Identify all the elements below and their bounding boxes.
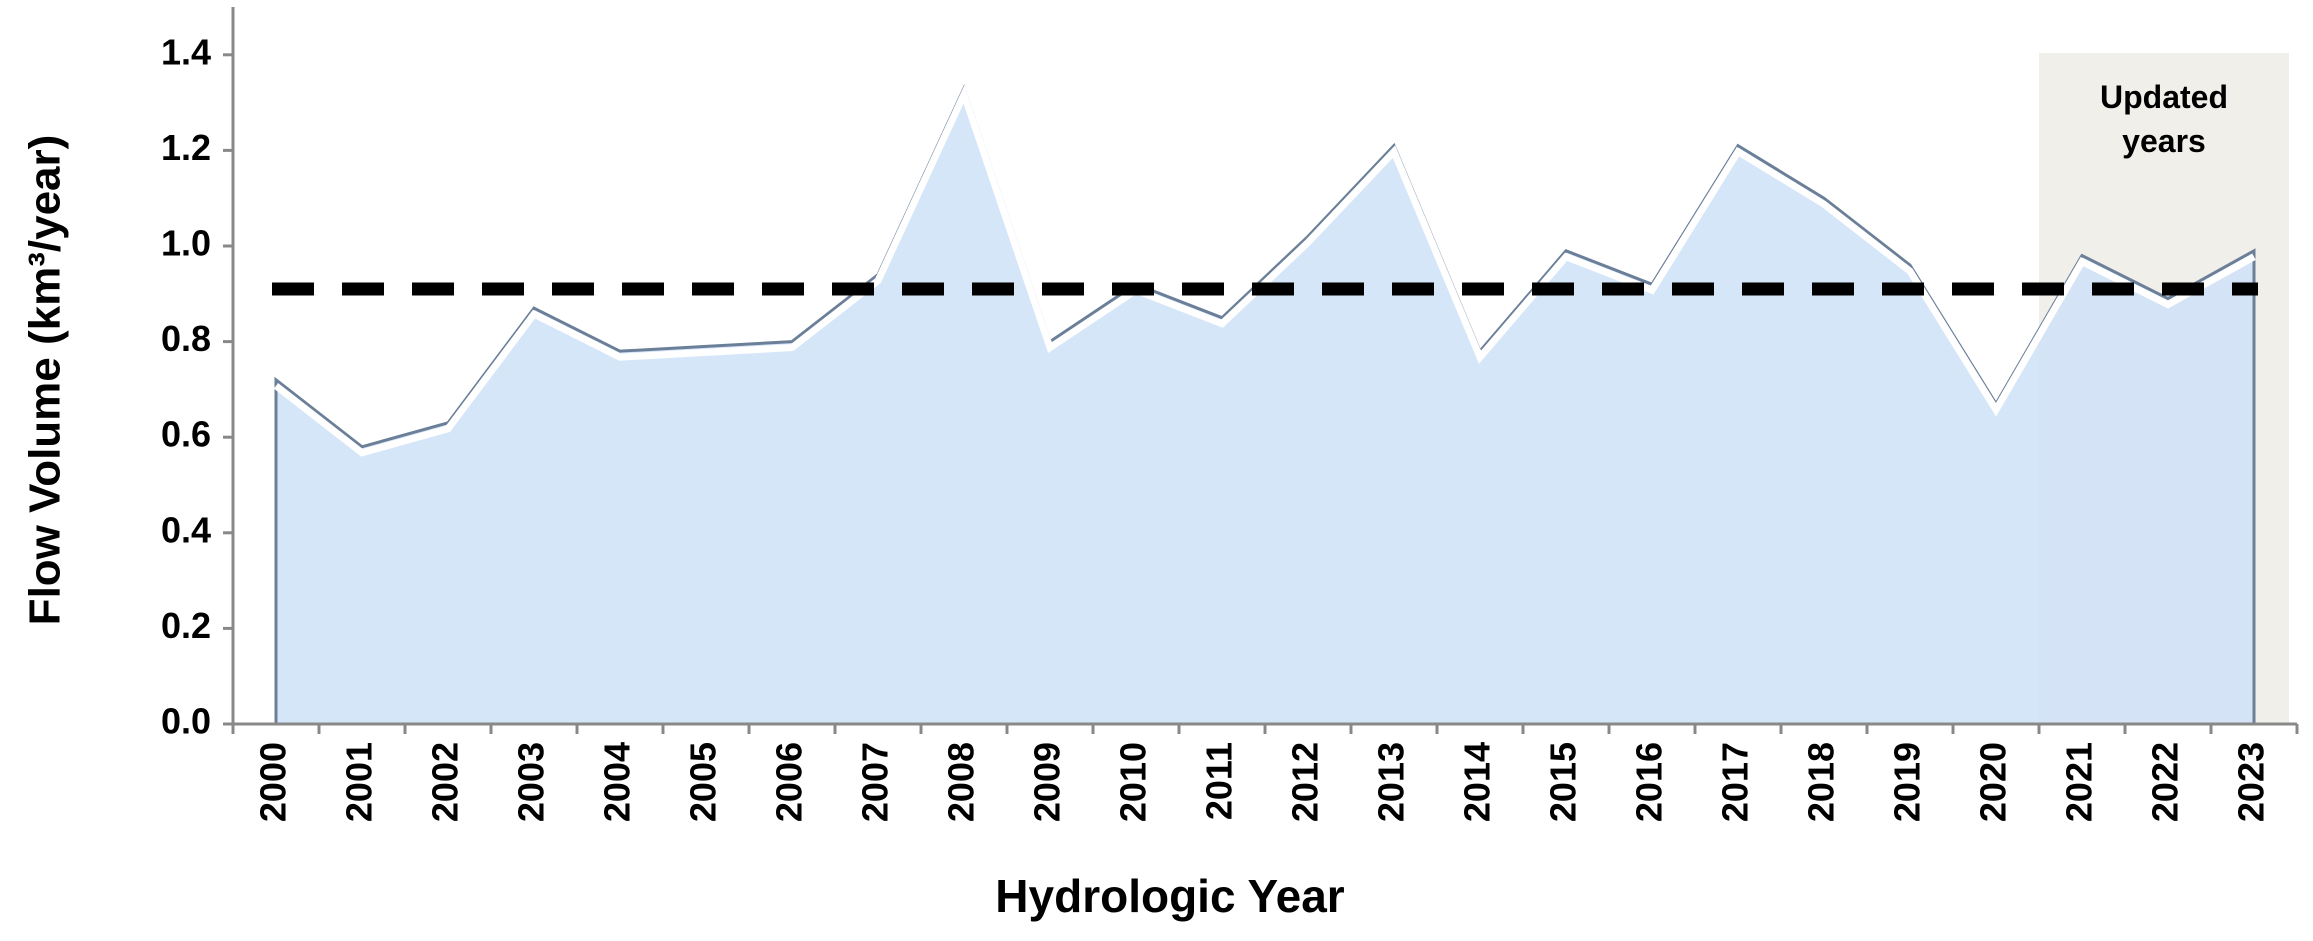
y-tick-label: 0.4 [161,509,211,550]
x-tick-label: 2003 [511,742,552,822]
y-tick-label: 1.2 [161,127,211,168]
x-tick-label: 2018 [1801,742,1842,822]
y-tick-label: 1.4 [161,31,211,72]
x-tick-label: 2012 [1285,742,1326,822]
x-tick-label: 2004 [597,742,638,822]
x-tick-label: 2017 [1715,742,1756,822]
x-tick-label: 2019 [1887,742,1928,822]
x-tick-label: 2022 [2145,742,2186,822]
area-group [273,84,2256,726]
highlight-label: Updated years [2100,79,2228,159]
x-tick-label: 2009 [1027,742,1068,822]
x-tick-label: 2005 [683,742,724,822]
y-tick-label: 1.0 [161,223,211,264]
x-tick-label: 2007 [855,742,896,822]
y-tick-label: 0.2 [161,605,211,646]
y-tick-label: 0.8 [161,318,211,359]
x-tick-label: 2011 [1199,742,1240,820]
x-tick-label: 2000 [253,742,294,822]
x-tick-label: 2001 [339,742,380,822]
x-tick-label: 2021 [2059,742,2100,822]
y-axis-title: Flow Volume (km³/year) [21,135,70,626]
x-tick-label: 2014 [1457,742,1498,822]
x-tick-label: 2013 [1371,742,1412,822]
x-tick-label: 2006 [769,742,810,822]
y-tick-label: 0.6 [161,414,211,455]
x-tick-label: 2020 [1973,742,2014,822]
area [274,84,2256,726]
x-axis-title: Hydrologic Year [995,870,1345,922]
highlight-label-box: Updated years [2100,79,2228,159]
x-tick-label: 2002 [425,742,466,822]
x-tick-label: 2023 [2231,742,2272,822]
x-tick-label: 2008 [941,742,982,822]
x-tick-label: 2015 [1543,742,1584,822]
y-tick-label: 0.0 [161,701,211,742]
x-tick-label: 2010 [1113,742,1154,822]
x-tick-label: 2016 [1629,742,1670,822]
